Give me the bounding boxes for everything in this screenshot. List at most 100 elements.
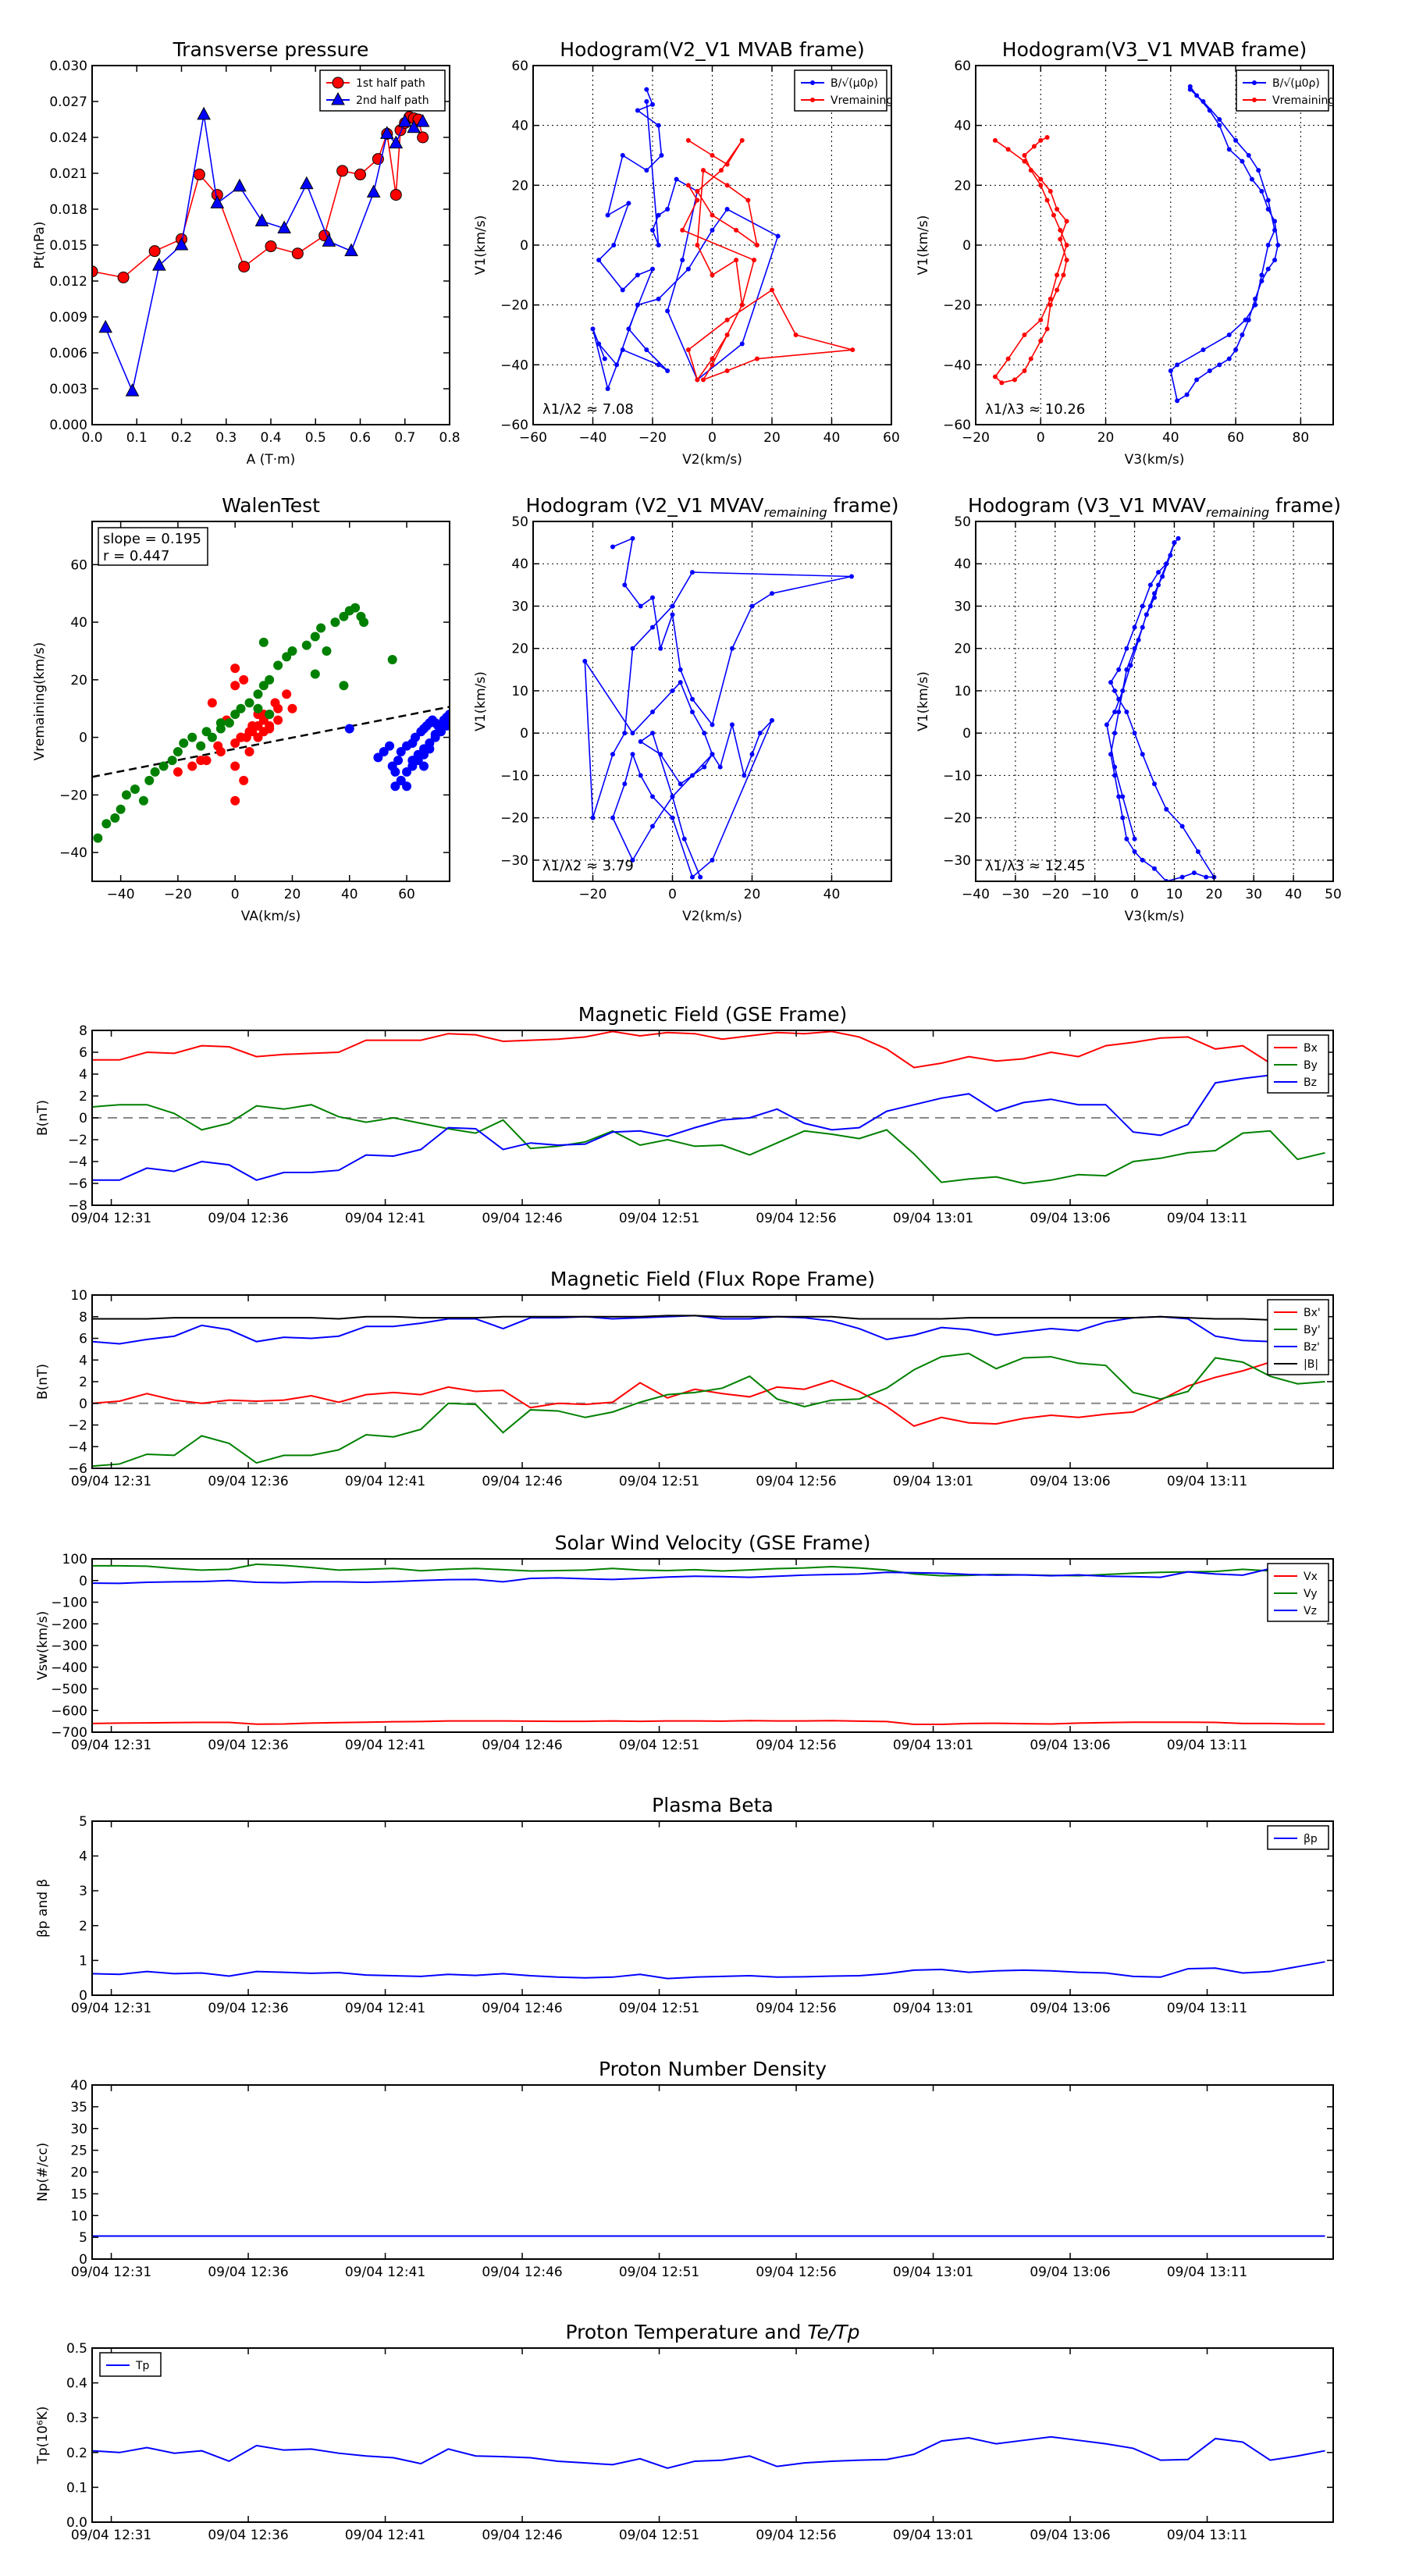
data-point xyxy=(620,287,625,293)
x-tick-label: 09/04 12:56 xyxy=(756,2265,836,2280)
data-point xyxy=(436,724,446,734)
data-point xyxy=(610,544,615,550)
y-tick-label: 0.021 xyxy=(49,166,87,182)
data-point xyxy=(638,773,643,778)
ratio-annotation: λ1/λ3 ≈ 12.45 xyxy=(985,858,1085,874)
data-point xyxy=(685,347,691,353)
x-tick-label: 10 xyxy=(1166,887,1183,902)
x-tick-label: 09/04 12:36 xyxy=(208,1211,288,1226)
y-tick-label: 3 xyxy=(79,1884,87,1899)
data-layer xyxy=(92,1961,1325,1980)
y-tick-label: 0.1 xyxy=(66,2480,87,2496)
y-tick-label: −20 xyxy=(943,811,971,827)
data-point xyxy=(690,710,695,715)
data-point xyxy=(413,756,423,766)
y-tick-label: −500 xyxy=(51,1682,87,1698)
y-tick-label: 0 xyxy=(79,1574,87,1589)
y-tick-label: 50 xyxy=(954,514,971,530)
data-point xyxy=(670,794,675,799)
y-axis-label: B(nT) xyxy=(35,1100,51,1136)
data-point xyxy=(1243,317,1248,322)
data-point xyxy=(207,732,217,742)
data-point xyxy=(339,681,349,691)
data-point xyxy=(610,752,615,757)
data-point xyxy=(1116,794,1122,799)
x-tick-label: 0.5 xyxy=(305,430,326,446)
x-axis-label: A (T·m) xyxy=(247,452,296,468)
x-tick-label: 60 xyxy=(1227,430,1244,446)
x-tick-label: 09/04 12:31 xyxy=(71,2001,151,2016)
data-point xyxy=(265,674,275,685)
data-point xyxy=(1265,266,1271,272)
data-point xyxy=(605,212,610,218)
data-point xyxy=(301,640,311,650)
axes-frame xyxy=(532,521,892,882)
data-point xyxy=(350,603,361,613)
data-point xyxy=(1175,362,1180,368)
data-point xyxy=(207,698,217,708)
x-tick-label: 09/04 13:06 xyxy=(1030,2265,1110,2280)
data-point xyxy=(1132,646,1137,651)
data-point xyxy=(610,815,615,820)
data-point xyxy=(1265,243,1271,247)
legend-label: Bx' xyxy=(1304,1307,1321,1319)
x-tick-label: 40 xyxy=(1162,430,1179,446)
data-point xyxy=(710,857,715,863)
data-point xyxy=(690,874,695,880)
y-tick-label: −40 xyxy=(500,358,528,373)
fit-line xyxy=(92,706,450,778)
y-tick-label: 10 xyxy=(511,684,528,699)
y-tick-label: −6 xyxy=(68,1461,87,1477)
y-tick-label: 0.024 xyxy=(49,130,87,146)
data-point xyxy=(793,333,799,337)
y-tick-label: 30 xyxy=(70,2122,87,2137)
series-line-Bx xyxy=(92,1030,1325,1069)
data-point xyxy=(1038,317,1044,322)
data-point xyxy=(265,724,275,734)
series-line-|B| xyxy=(92,1315,1325,1322)
y-tick-label: 10 xyxy=(70,1288,87,1304)
data-point xyxy=(650,227,655,233)
data-point xyxy=(1132,731,1137,736)
legend-marker xyxy=(1252,80,1257,85)
data-point xyxy=(701,377,706,382)
series-line-Bz' xyxy=(92,1315,1325,1345)
data-point xyxy=(417,131,429,144)
y-tick-label: 0.012 xyxy=(49,274,87,290)
x-tick-label: 0 xyxy=(708,430,717,446)
y-tick-label: 0 xyxy=(79,2252,87,2268)
data-point xyxy=(582,658,588,664)
series-line-B/√(μ0ρ) xyxy=(1169,86,1279,402)
data-point xyxy=(1179,874,1185,880)
y-tick-label: −6 xyxy=(68,1176,87,1192)
x-tick-label: 09/04 12:56 xyxy=(756,1211,836,1226)
data-point xyxy=(730,646,735,651)
data-point xyxy=(1012,377,1017,382)
y-tick-label: 20 xyxy=(70,673,87,688)
data-point xyxy=(339,611,349,621)
data-point xyxy=(1116,710,1122,715)
stats-line: slope = 0.195 xyxy=(103,531,201,547)
data-point xyxy=(695,377,700,382)
data-point xyxy=(291,247,304,260)
x-axis-label: V3(km/s) xyxy=(1125,452,1185,468)
data-point xyxy=(1259,279,1264,283)
legend-label: 2nd half path xyxy=(356,94,429,107)
x-tick-label: 0.0 xyxy=(81,430,102,446)
data-point xyxy=(230,664,240,674)
data-point xyxy=(354,169,366,181)
data-point xyxy=(1140,624,1145,630)
chart-title: Hodogram (V2_V1 MVAVremaining frame) xyxy=(526,494,899,520)
x-tick-label: 09/04 12:51 xyxy=(619,2528,699,2543)
data-point xyxy=(150,767,160,777)
y-tick-label: 0.3 xyxy=(66,2411,87,2426)
data-point xyxy=(630,535,635,541)
y-tick-label: 0 xyxy=(962,238,971,254)
chart-hodogram_v2_v1_mvab: Hodogram(V2_V1 MVAB frame) −60 −40 −20 0 20 40… xyxy=(473,38,900,468)
data-point xyxy=(1249,176,1254,182)
data-point xyxy=(710,272,715,278)
x-tick-label: 0.6 xyxy=(350,430,371,446)
data-point xyxy=(98,319,113,333)
data-point xyxy=(173,767,183,777)
x-tick-label: 09/04 12:36 xyxy=(208,2265,288,2280)
